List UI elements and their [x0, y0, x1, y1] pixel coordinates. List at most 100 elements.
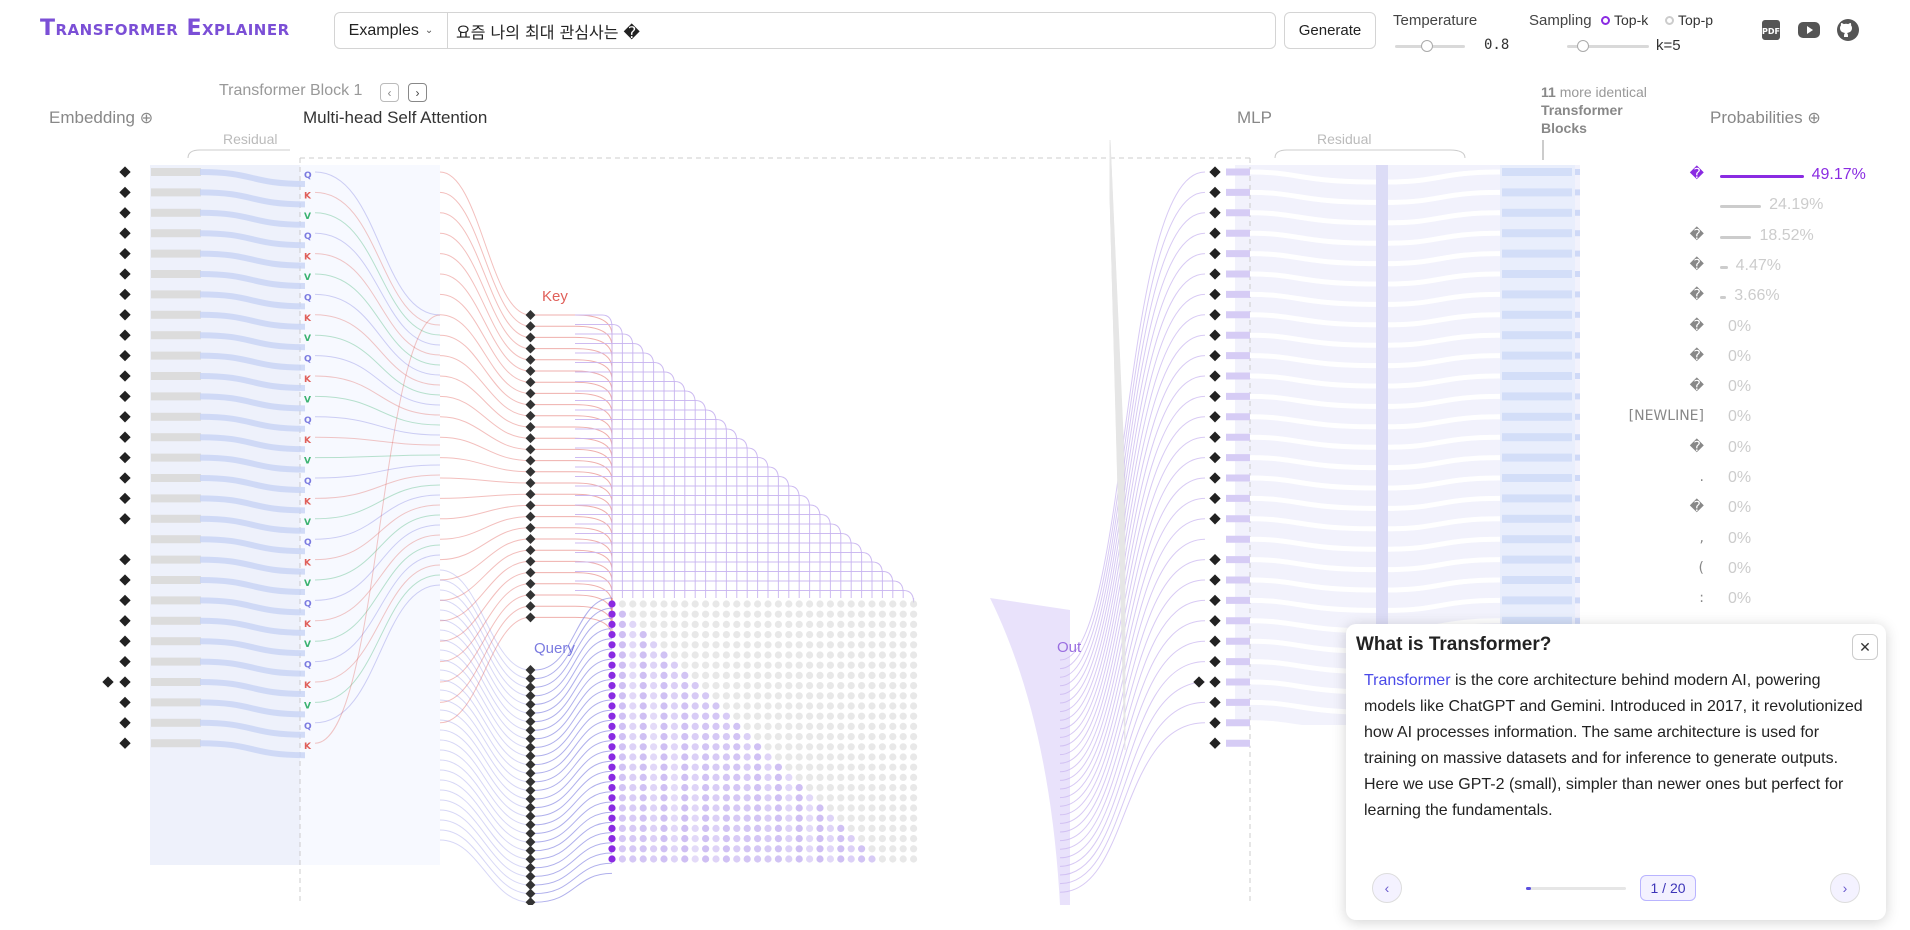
zoom-in-icon[interactable]: ⊕	[139, 110, 154, 127]
probability-row[interactable]: (0%	[1620, 558, 1890, 582]
mlp-flow	[1387, 597, 1501, 613]
key-token	[525, 366, 536, 376]
examples-dropdown[interactable]: Examples ⌄	[335, 13, 448, 48]
probability-row[interactable]: � 0%	[1620, 437, 1890, 461]
probability-row[interactable]: � 3.66%	[1620, 285, 1890, 309]
attention-column	[575, 447, 759, 598]
probability-row[interactable]: � 18.52%	[1620, 225, 1890, 249]
attention-cell	[608, 753, 616, 761]
attention-cell	[712, 753, 720, 761]
qkv-letter: Q	[304, 599, 312, 609]
attention-label[interactable]: Multi-head Self Attention	[303, 108, 488, 127]
attention-matrix[interactable]	[608, 600, 918, 863]
attention-cell	[774, 753, 783, 761]
generate-button[interactable]: Generate	[1284, 12, 1376, 49]
attention-cell	[837, 682, 845, 690]
query-token	[525, 673, 536, 684]
probability-row[interactable]: � 0%	[1620, 346, 1890, 370]
temperature-slider-knob[interactable]	[1421, 40, 1433, 52]
probability-row[interactable]: : 0%	[1620, 588, 1890, 612]
query-token	[525, 716, 536, 727]
attention-cell	[660, 794, 668, 802]
k-slider[interactable]	[1567, 40, 1649, 52]
close-icon[interactable]: ✕	[1852, 634, 1878, 660]
attention-cell	[795, 855, 803, 863]
mlp-flow	[1249, 393, 1377, 409]
zoom-in-icon[interactable]: ⊕	[1807, 110, 1821, 127]
attention-cell	[650, 845, 658, 853]
key-token	[525, 522, 536, 533]
out-flow	[1059, 559, 1206, 824]
tooltip-prev-button[interactable]: ‹	[1372, 873, 1402, 903]
youtube-icon[interactable]	[1797, 18, 1821, 42]
probabilities-label[interactable]: Probabilities ⊕	[1710, 108, 1821, 128]
attention-cell	[639, 835, 647, 843]
prev-block-button[interactable]: ‹	[380, 83, 399, 102]
prompt-input[interactable]	[448, 13, 1275, 48]
probability-row[interactable]: � 0%	[1620, 497, 1890, 521]
app-logo[interactable]: Transformer Explainer	[40, 16, 290, 41]
attention-cell	[816, 824, 824, 833]
attention-cell	[806, 661, 814, 669]
attention-cell	[816, 661, 824, 669]
mlp-flow	[1249, 271, 1377, 287]
topk-radio[interactable]: Top-k	[1601, 12, 1648, 28]
embedding-vector	[151, 678, 201, 686]
input-token	[119, 553, 131, 566]
attention-cell	[733, 620, 741, 628]
probability-row[interactable]: . 0%	[1620, 467, 1890, 491]
out-flow	[1059, 191, 1206, 670]
embedding-label[interactable]: Embedding ⊕	[49, 108, 153, 128]
probability-row[interactable]: , 0%	[1620, 528, 1890, 552]
qkv-flow	[314, 564, 441, 683]
github-icon[interactable]	[1836, 18, 1860, 42]
k-slider-knob[interactable]	[1577, 40, 1589, 52]
mlp-token	[1209, 492, 1221, 505]
attention-cell	[785, 692, 793, 700]
attention-cell	[660, 631, 668, 639]
attention-cell	[650, 835, 658, 843]
probability-row[interactable]: � 4.47%	[1620, 255, 1890, 279]
temperature-slider[interactable]	[1395, 40, 1465, 52]
embedding-flow	[199, 475, 306, 493]
qkv-flow	[314, 293, 441, 376]
mlp-token	[1209, 472, 1221, 484]
input-token	[119, 594, 131, 607]
topp-radio[interactable]: Top-p	[1665, 12, 1713, 28]
attention-cell	[837, 631, 845, 639]
attention-cell	[681, 722, 689, 731]
qkv-flow	[314, 355, 441, 406]
probability-row[interactable]: [NEWLINE] 0%	[1620, 406, 1890, 430]
attention-cell	[670, 661, 679, 669]
query-token	[525, 854, 536, 865]
qkv-flow	[314, 524, 441, 601]
attention-cell	[754, 773, 762, 782]
attention-cell	[816, 651, 824, 659]
attention-cell	[847, 641, 855, 649]
attention-cell	[910, 784, 918, 792]
probability-row[interactable]: 24.19%	[1620, 194, 1890, 218]
attention-cell	[639, 855, 647, 863]
next-block-button[interactable]: ›	[408, 83, 427, 102]
attention-cell	[858, 773, 866, 782]
attention-cell	[670, 712, 679, 720]
pdf-icon[interactable]: PDF	[1759, 18, 1783, 42]
query-flow	[534, 791, 613, 834]
probability-row[interactable]: � 0%	[1620, 316, 1890, 340]
qkv-flow	[314, 212, 441, 336]
attention-cell	[858, 824, 866, 833]
attention-cell	[785, 855, 793, 863]
attention-cell	[754, 722, 762, 731]
attention-cell	[639, 712, 647, 720]
attention-cell	[889, 610, 897, 618]
probability-row[interactable]: � 49.17%	[1620, 164, 1890, 188]
mlp-label[interactable]: MLP	[1237, 108, 1272, 127]
attention-cell	[670, 794, 679, 802]
attention-cell	[629, 773, 637, 782]
topk-label: Top-k	[1614, 12, 1649, 28]
tooltip-next-button[interactable]: ›	[1830, 873, 1860, 903]
attention-cell	[795, 733, 803, 741]
probability-row[interactable]: � 0%	[1620, 376, 1890, 400]
input-token	[119, 370, 131, 382]
key-flow	[439, 477, 531, 484]
